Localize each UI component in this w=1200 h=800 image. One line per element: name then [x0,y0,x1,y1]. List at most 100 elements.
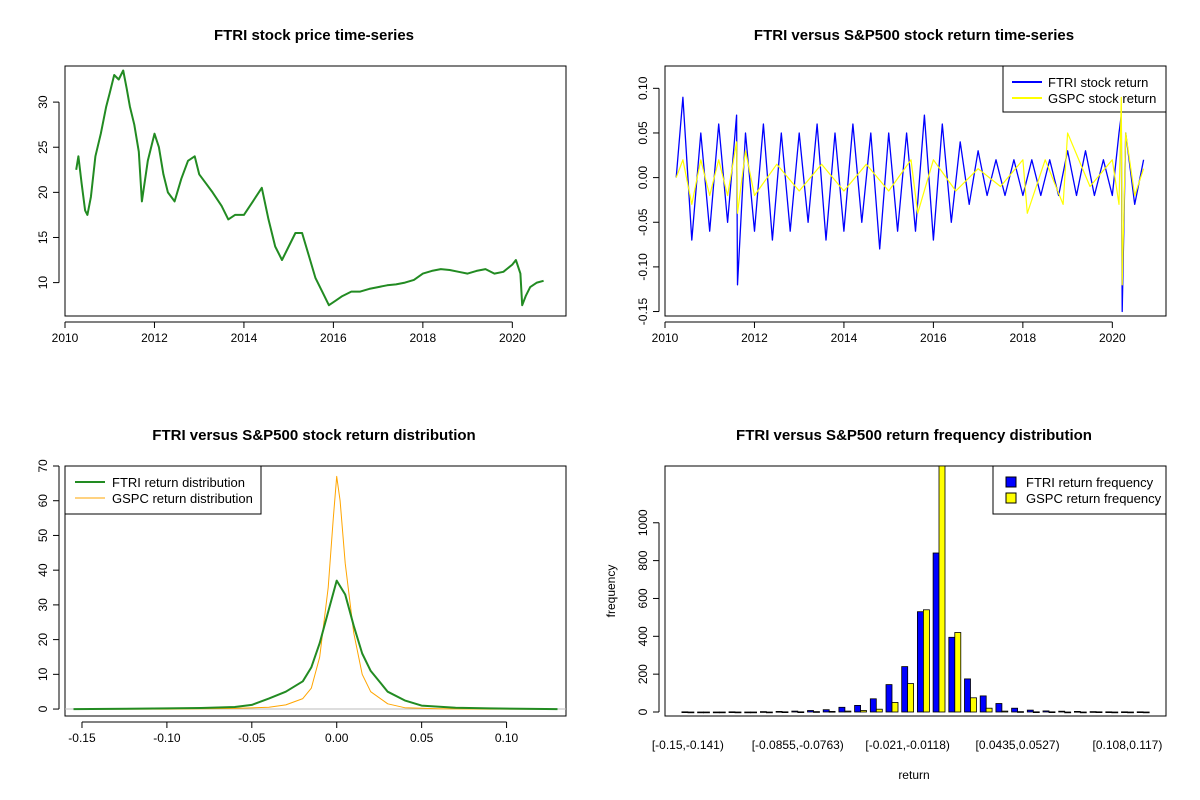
x-tick-label: 2016 [920,331,947,345]
bar-gspc [1079,711,1087,714]
bar-gspc [1142,711,1150,714]
series-line-ftri-return [675,96,1145,313]
bar-ftri [822,709,830,713]
legend-label-gspc: GSPC return frequency [1026,491,1162,506]
legend-label-ftri: FTRI return distribution [112,475,245,490]
x-tick-label: 2012 [141,331,168,345]
bar-gspc [797,711,805,713]
bar-ftri [791,710,799,713]
legend: FTRI return frequency GSPC return freque… [992,465,1167,515]
y-tick-label: 0.00 [636,166,650,190]
legend-label-ftri: FTRI return frequency [1026,475,1154,490]
return-distribution-panel: FTRI versus S&P500 stock return distribu… [36,427,567,745]
legend-box [1002,65,1167,113]
x-tick-label: 0.05 [410,731,434,745]
bar-gspc [985,707,993,713]
bar-gspc [1127,711,1134,714]
bar-gspc [1048,711,1056,713]
x-tick-label: -0.10 [153,731,181,745]
y-tick-label: 60 [36,494,50,508]
bar-gspc [860,710,867,713]
bar-ftri [807,710,814,713]
bar-ftri [1042,710,1050,713]
bar-gspc [1001,710,1009,713]
y-tick-label: 25 [36,140,50,154]
legend-swatch-gspc [1005,492,1017,504]
y-tick-label: 1000 [636,509,650,536]
x-category-label: [-0.15,-0.141) [652,738,724,752]
y-tick-label: 0 [636,708,650,715]
y-axis-label: frequency [604,565,618,618]
series-line-gspc-density [73,475,558,710]
bar-ftri [964,678,971,713]
bar-ftri [1089,711,1097,713]
y-tick-label: 200 [636,664,650,684]
bar-ftri [1011,707,1018,713]
bar-gspc [734,711,742,714]
y-tick-label: -0.10 [636,253,650,281]
bar-ftri [885,684,893,713]
plot-frame [64,65,567,317]
bar-gspc [1032,711,1040,713]
bar-ftri [917,611,924,713]
chart-title: FTRI stock price time-series [214,27,414,44]
y-tick-label: 20 [36,633,50,647]
chart-title: FTRI versus S&P500 stock return time-ser… [754,27,1074,44]
bar-ftri [854,705,861,713]
bar-gspc [781,711,789,713]
legend-box [64,465,262,515]
price-time-series-panel: FTRI stock price time-series 2010 2012 201… [36,27,567,345]
x-tick-label: -0.05 [238,731,266,745]
bar-ftri [775,711,783,713]
bar-gspc [1017,711,1024,713]
bar-ftri [1121,711,1128,713]
y-tick-label: 30 [36,95,50,109]
bar-ftri [681,711,689,713]
legend-swatch-ftri [1005,476,1017,488]
bar-ftri [1105,711,1113,713]
bar-gspc [1064,711,1072,714]
bar-ftri [838,706,846,713]
x-tick-label: 2014 [831,331,858,345]
bar-gspc [954,632,962,713]
bar-gspc [1095,711,1103,713]
bar-gspc [844,710,852,713]
x-tick-label: 0.10 [495,731,519,745]
bar-gspc [907,683,914,713]
bar-gspc [875,708,883,713]
x-tick-label: 2016 [320,331,347,345]
bar-ftri [1136,711,1144,713]
bar-gspc [813,711,820,713]
bar-ftri [712,711,720,714]
x-category-label: [-0.021,-0.0118) [865,738,950,752]
plot-frame [664,465,1167,717]
chart-title: FTRI versus S&P500 stock return distribu… [152,427,475,444]
y-tick-label: 20 [36,185,50,199]
y-tick-label: 0 [36,705,50,712]
series-line-ftri-price [75,69,544,307]
y-tick-label: 15 [36,230,50,244]
series-line-gspc-return [675,96,1145,286]
x-tick-label: 2010 [652,331,679,345]
bar-gspc [703,711,710,714]
x-axis-label: return [898,768,929,782]
x-tick-label: 2020 [499,331,526,345]
bar-ftri [995,703,1003,713]
y-tick-label: 10 [36,667,50,681]
plot-frame [64,465,567,717]
bar-ftri [979,695,987,713]
y-tick-label: 30 [36,598,50,612]
y-tick-label: -0.05 [636,208,650,236]
y-tick-label: 600 [636,588,650,608]
bar-ftri [901,666,909,713]
y-tick-label: 800 [636,550,650,570]
bar-gspc [1111,711,1119,714]
x-tick-label: 2018 [410,331,437,345]
y-tick-label: 70 [36,459,50,473]
bar-ftri [744,711,752,714]
legend: FTRI return distribution GSPC return dis… [64,465,262,515]
x-tick-label: -0.15 [68,731,96,745]
x-tick-label: 2014 [231,331,258,345]
bar-gspc [891,702,899,713]
y-tick-label: 50 [36,528,50,542]
